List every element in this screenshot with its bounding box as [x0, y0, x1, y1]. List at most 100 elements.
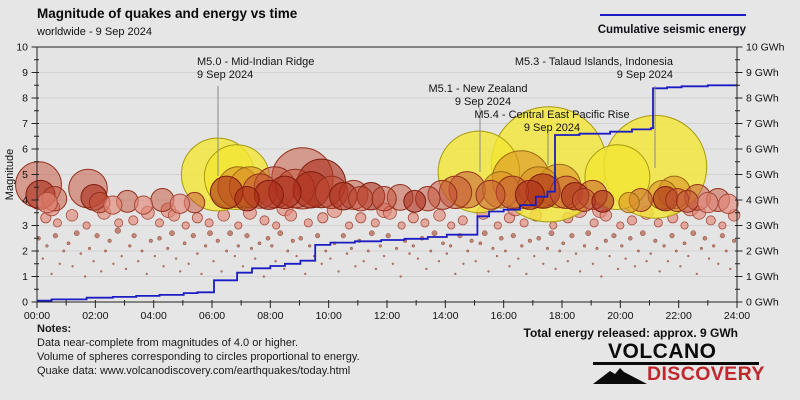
quake-dot — [290, 238, 295, 243]
quake-dot — [354, 265, 357, 268]
quake-dot — [71, 265, 74, 268]
logo-discovery-text: DISCOVERY — [647, 363, 765, 385]
quake-bubble — [348, 186, 374, 212]
quake-dot — [244, 233, 250, 239]
quake-dot — [100, 270, 103, 273]
quake-dot — [157, 236, 162, 241]
quake-dot — [503, 249, 507, 253]
quake-dot — [653, 238, 658, 243]
quake-dot — [662, 244, 666, 248]
quake-dot — [578, 270, 582, 273]
quake-dot — [212, 260, 215, 263]
quake-dot — [695, 272, 698, 276]
quake-bubble — [133, 195, 154, 215]
quake-dot — [399, 275, 402, 278]
quake-dot — [227, 230, 233, 237]
quake-dot — [378, 244, 382, 248]
quake-dot — [169, 230, 175, 237]
quake-dot — [374, 267, 378, 271]
y-right-tick-label: 1 GWh — [746, 271, 779, 283]
quake-dot — [690, 230, 697, 237]
quake-dot — [207, 230, 213, 237]
quake-dot — [190, 233, 196, 239]
annotation-date: 9 Sep 2024 — [617, 69, 673, 81]
quake-dot — [83, 275, 87, 278]
quake-dot — [481, 230, 488, 237]
quake-dot — [73, 230, 80, 237]
quake-dot — [145, 272, 148, 276]
y-left-tick-label: 10 — [16, 42, 28, 54]
quake-dot — [508, 265, 511, 268]
quake-dot — [104, 249, 107, 253]
quake-dot — [345, 252, 349, 255]
logo-volcano-text: VOLCANO — [593, 341, 759, 365]
quake-dot — [124, 267, 128, 271]
quake-bubble — [234, 186, 260, 212]
quake-dot — [732, 238, 737, 243]
quake-bubble — [169, 193, 191, 215]
quake-bubble — [103, 195, 123, 215]
quake-bubble — [653, 218, 663, 228]
quake-dot — [107, 238, 112, 243]
quake-dot — [137, 260, 140, 263]
quake-dot — [87, 246, 92, 250]
annotation-label: M5.1 - New Zealand — [428, 83, 527, 95]
quake-dot — [340, 233, 346, 239]
annotation-date: 9 Sep 2024 — [455, 96, 511, 108]
quake-dot — [474, 260, 477, 263]
page-title: Magnitude of quakes and energy vs time — [37, 6, 298, 21]
quake-dot — [295, 254, 298, 258]
quake-dot — [624, 257, 627, 260]
quake-dot — [112, 262, 115, 265]
x-tick-label: 24:00 — [724, 310, 750, 322]
y-right-tick-label: 8 GWh — [746, 93, 779, 105]
quake-dot — [495, 254, 499, 258]
quake-dot — [79, 252, 83, 255]
quake-dot — [628, 236, 633, 241]
quake-dot — [448, 244, 453, 248]
legend: Cumulative seismic energy — [596, 14, 746, 38]
quake-dot — [257, 241, 262, 246]
y-right-tick-label: 7 GWh — [746, 118, 779, 130]
x-tick-label: 16:00 — [491, 310, 517, 322]
x-tick-label: 02:00 — [82, 310, 108, 322]
y-left-tick-label: 9 — [22, 67, 28, 79]
x-tick-label: 20:00 — [607, 310, 633, 322]
notes-line: Quake data: www.volcanodiscovery.com/ear… — [37, 365, 351, 377]
quake-dot — [674, 249, 678, 253]
quake-bubble — [457, 215, 468, 226]
quake-bubble — [447, 221, 456, 230]
quake-dot — [236, 244, 240, 248]
quake-dot — [41, 257, 44, 260]
quake-dot — [368, 230, 375, 237]
x-tick-label: 14:00 — [432, 310, 458, 322]
y-right-tick-label: 4 GWh — [746, 195, 779, 207]
quake-dot — [391, 262, 394, 265]
quake-bubble — [371, 186, 397, 212]
quake-dot — [131, 233, 137, 239]
quake-dot — [525, 272, 528, 276]
quake-bubble — [618, 191, 640, 214]
quake-dot — [639, 230, 646, 237]
quake-dot — [62, 249, 66, 253]
quake-dot — [679, 265, 682, 268]
quake-bubble — [420, 218, 430, 228]
quake-dot — [669, 233, 675, 239]
y-axis-right: 0 GWh 1 GWh 2 GWh 3 GWh 4 GWh 5 GWh 6 GWh 7 GWh… — [735, 42, 785, 309]
quake-dot — [262, 275, 266, 278]
quake-dot — [196, 252, 199, 255]
y-left-tick-label: 3 — [22, 220, 28, 232]
quake-dot — [179, 270, 182, 273]
quake-dot — [608, 254, 611, 258]
quake-dot — [298, 236, 303, 241]
quake-dot — [658, 270, 661, 273]
quake-bubble — [128, 215, 139, 226]
quake-dot — [324, 249, 328, 253]
quake-dot — [385, 233, 391, 239]
quake-dot — [469, 238, 474, 243]
quake-dot — [682, 241, 687, 246]
quake-dot — [220, 270, 223, 273]
quake-dot — [162, 265, 165, 268]
